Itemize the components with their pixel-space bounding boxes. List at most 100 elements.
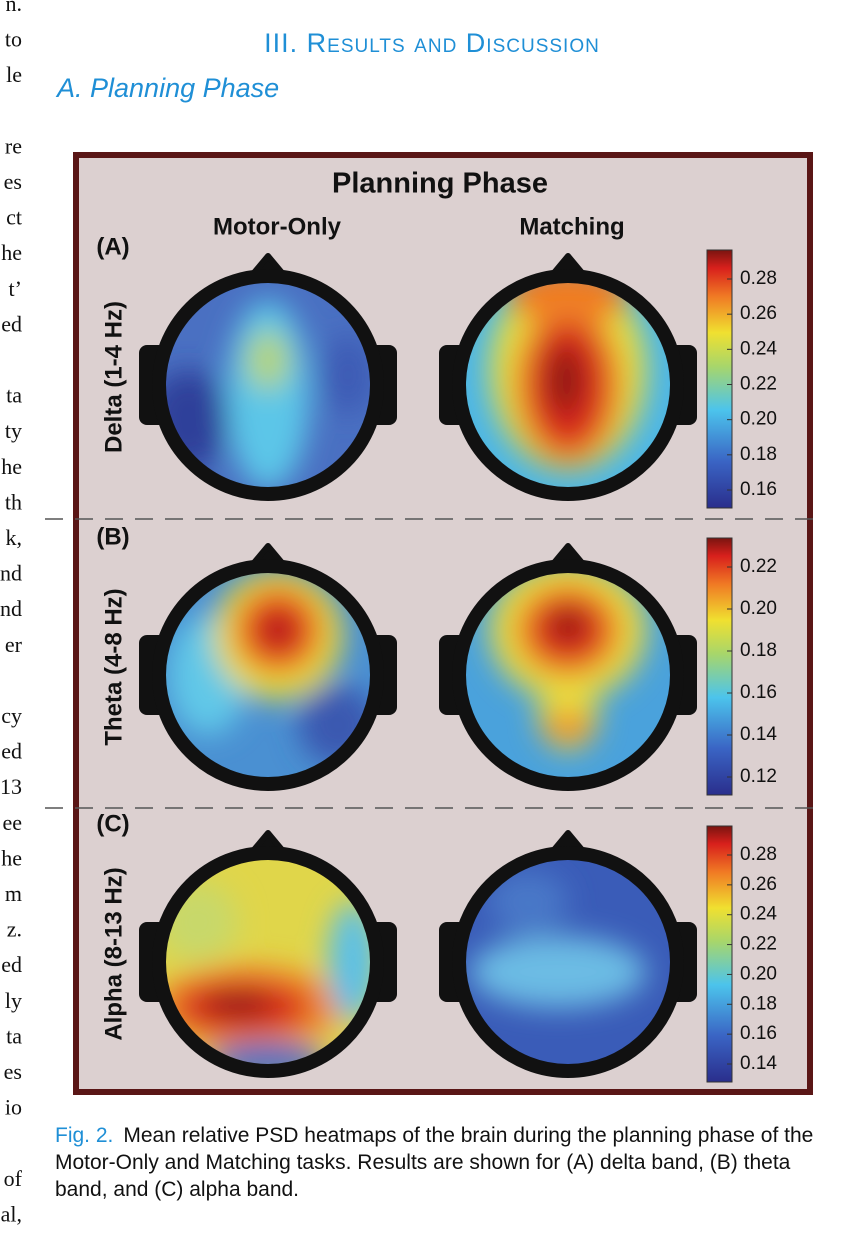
colorbar-tick-label: 0.18 [740,993,777,1014]
head-map [439,543,697,791]
colorbar-tick-label: 0.28 [740,268,777,289]
text-fragment: ee [2,810,22,835]
colorbar-tick-label: 0.22 [740,556,777,577]
colorbar-tick-label: 0.20 [740,598,777,619]
band-label: Delta (1-4 Hz) [100,301,127,453]
caption-label: Fig. 2. [55,1124,114,1147]
figure-title: Planning Phase [332,168,548,200]
text-fragment: le [6,62,22,87]
colorbar-tick-label: 0.24 [740,338,777,359]
text-fragment: 13 [0,774,22,799]
heatmap-blob [543,713,593,741]
band-label: Theta (4-8 Hz) [100,588,127,745]
text-fragment: th [5,489,22,514]
text-fragment: he [1,845,22,870]
text-fragment: ta [6,1023,22,1048]
figure-body: (A) Delta (1-4 Hz) 0.28 0.26 0.24 0.22 0.20 0.1… [96,233,777,1083]
heatmap-blobs [490,282,646,470]
heatmap [465,859,671,1065]
head-outline [152,846,384,1078]
heatmap [465,572,671,778]
colorbar-tick-label: 0.28 [740,844,777,865]
section-heading: III. Results and Discussion [264,28,600,58]
text-fragment: of [4,1166,23,1191]
heatmap-blobs [490,572,646,750]
text-fragment: t’ [9,276,22,301]
colorbar-tick-label: 0.24 [740,904,777,925]
heatmap-blob [323,335,371,415]
text-fragment: ed [1,739,22,764]
heatmap-blob [226,300,310,488]
head-outline [152,269,384,501]
text-fragment: to [5,27,22,52]
text-fragment: ct [6,205,22,230]
text-fragment: ty [5,418,22,443]
heatmap [465,282,671,488]
heatmap-blob [488,872,568,932]
head-outline [152,559,384,791]
colorbar-tick-label: 0.16 [740,1023,777,1044]
text-fragment: nd [0,596,22,621]
head-outline [452,269,684,501]
head-outline [452,559,684,791]
text-fragment: es [4,1059,22,1084]
colorbar-tick-label: 0.16 [740,682,777,703]
heatmap-blob [508,282,628,325]
colorbar-tick-label: 0.18 [740,444,777,465]
colorbar-tick-label: 0.22 [740,934,777,955]
heatmap [165,572,371,778]
colorbar-tick-label: 0.22 [740,374,777,395]
text-fragment: he [1,454,22,479]
text-fragment: n. [6,0,23,16]
colorbar-tick-label: 0.14 [740,1053,777,1074]
heatmap-blob [264,616,292,644]
text-fragment: z. [7,917,22,942]
colorbar-tick-label: 0.14 [740,724,777,745]
heatmap-blob [203,992,273,1016]
text-fragment: m [5,881,22,906]
text-fragment: ed [1,952,22,977]
colorbar-tick-label: 0.18 [740,640,777,661]
text-fragment: al, [1,1201,22,1226]
heatmap-blobs [470,872,646,1008]
head-outline [452,846,684,1078]
band-label: Alpha (8-13 Hz) [100,867,127,1040]
colorbar [706,537,733,796]
heatmap-blob [470,936,646,1008]
head-map [139,253,397,501]
text-fragment: ta [6,383,22,408]
text-fragment: k, [6,525,23,550]
head-map [439,830,697,1078]
colorbar [706,249,733,509]
colorbar-tick-label: 0.26 [740,874,777,895]
left-column-fragments: n. to le re es ct he t’ ed ta ty he th k, nd nd er cy ed 13… [0,0,23,1226]
column-header: Motor-Only [213,213,342,240]
text-fragment: cy [1,703,22,728]
colorbar-tick-label: 0.20 [740,963,777,984]
caption-text: Mean relative PSD heatmaps of the brain … [55,1124,814,1201]
head-map [439,253,697,501]
subsection-heading: A. Planning Phase [55,73,279,103]
heatmap-blob [246,330,290,390]
colorbar-tick-label: 0.20 [740,409,777,430]
colorbar [706,825,733,1083]
text-fragment: es [4,169,22,194]
heatmap-blob [208,1042,328,1065]
text-fragment: er [5,632,23,657]
heatmap-blob [547,345,583,415]
text-fragment: re [5,133,22,158]
text-fragment: he [1,240,22,265]
head-map [139,830,397,1078]
row-label: (C) [96,810,129,837]
row-label: (B) [96,523,129,550]
row-label: (A) [96,233,129,260]
text-fragment: nd [0,561,22,586]
heatmap-blob [550,609,586,641]
colorbar-tick-label: 0.26 [740,303,777,324]
text-fragment: ly [5,988,22,1013]
heatmap-blobs [168,572,371,765]
text-fragment: io [5,1095,22,1120]
head-map [139,543,397,791]
